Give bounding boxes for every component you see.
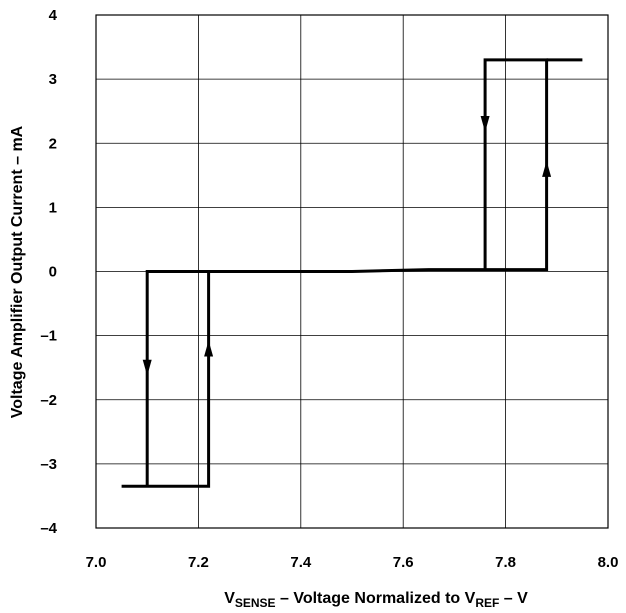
x-tick-label: 8.0 (598, 554, 619, 571)
y-tick-label: 3 (49, 71, 57, 88)
x-tick-label: 7.2 (188, 554, 209, 571)
x-tick-label: 7.4 (290, 554, 312, 571)
x-tick-label: 7.6 (393, 554, 414, 571)
x-axis-title: VSENSE – Voltage Normalized to VREF – V (224, 590, 528, 610)
y-axis-title: Voltage Amplifier Output Current – mA (9, 125, 26, 418)
y-tick-label: –3 (40, 456, 57, 473)
y-tick-label: 0 (49, 264, 57, 281)
plot-frame (95, 14, 609, 529)
y-tick-label: –1 (40, 328, 57, 345)
x-tick-label: 7.8 (495, 554, 516, 571)
x-tick-label: 7.0 (86, 554, 107, 571)
y-tick-labels: –4 –3 –2 –1 0 1 2 3 4 (40, 7, 57, 537)
arrow-up (542, 160, 552, 177)
x-tick-labels: 7.0 7.2 7.4 7.6 7.8 8.0 (86, 554, 619, 571)
series-line-1 (121, 270, 211, 488)
y-tick-label: –2 (40, 392, 57, 409)
arrow-down (480, 116, 490, 132)
y-tick-label: 4 (49, 7, 58, 24)
arrow-up (204, 340, 214, 357)
arrows-group (142, 116, 552, 376)
y-tick-label: –4 (40, 520, 57, 537)
y-tick-label: 1 (49, 199, 57, 216)
series-line-2 (147, 58, 549, 273)
series-group (121, 58, 583, 488)
y-tick-label: 2 (49, 135, 57, 152)
arrow-down (142, 359, 152, 376)
